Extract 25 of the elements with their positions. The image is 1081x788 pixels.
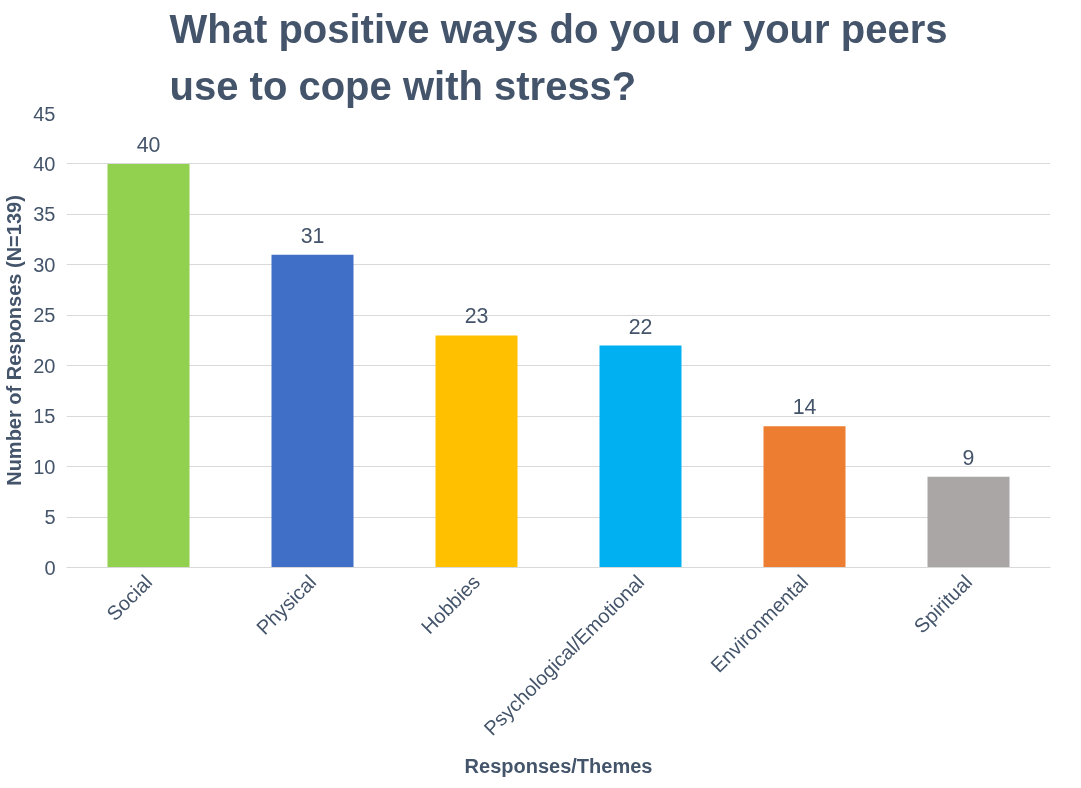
y-tick-label: 30	[33, 253, 56, 276]
data-label: 22	[628, 314, 653, 339]
data-label: 9	[962, 445, 975, 470]
bar	[763, 426, 846, 568]
y-tick-label: 20	[33, 354, 56, 377]
y-tick-label: 15	[33, 405, 56, 428]
data-label: 14	[792, 395, 817, 420]
bar	[271, 254, 354, 568]
y-tick-label: 25	[33, 304, 56, 327]
data-label: 23	[464, 304, 489, 329]
y-tick-label: 5	[44, 506, 56, 529]
bar	[927, 476, 1010, 568]
y-axis-title: Number of Responses (N=139)	[3, 195, 26, 486]
bar	[107, 163, 190, 568]
x-axis-title: Responses/Themes	[464, 755, 653, 778]
y-tick-label: 0	[44, 556, 56, 579]
chart-title: What positive ways do you or your peers use to cope with stress?	[169, 7, 948, 109]
data-label: 31	[300, 223, 325, 248]
y-tick-label: 40	[33, 152, 56, 175]
data-label: 40	[136, 132, 161, 157]
y-tick-label: 45	[33, 102, 56, 125]
y-tick-label: 10	[33, 455, 56, 478]
bar	[435, 335, 518, 568]
bar	[599, 345, 682, 568]
y-tick-label: 35	[33, 203, 56, 226]
